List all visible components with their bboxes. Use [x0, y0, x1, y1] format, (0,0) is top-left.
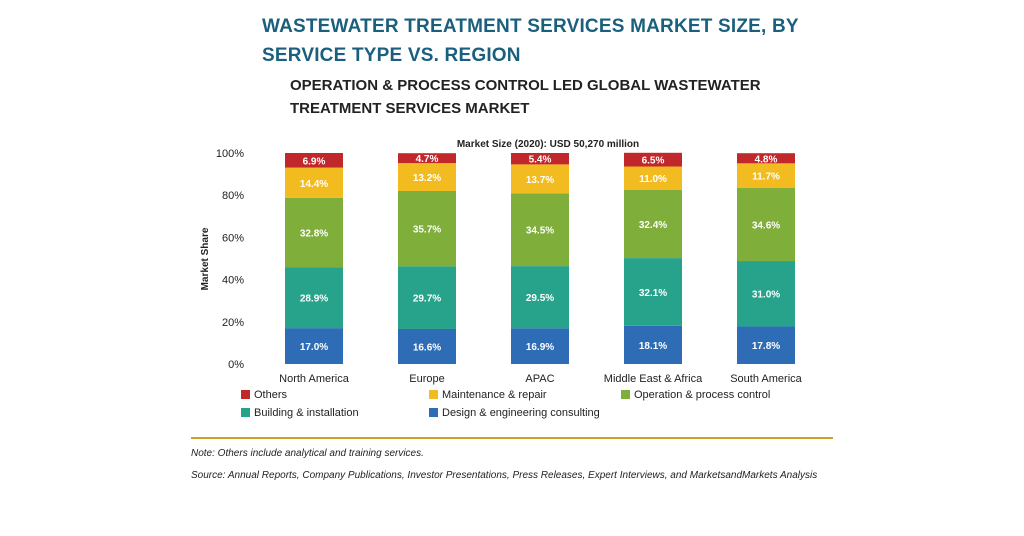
bar-segment	[398, 328, 456, 364]
bar-data-label: 17.0%	[300, 342, 328, 353]
bar-data-label: 17.8%	[752, 341, 780, 352]
bar-data-label: 35.7%	[413, 225, 441, 236]
bar-segment	[624, 152, 682, 167]
bar-segment	[511, 153, 569, 165]
y-tick-label: 40%	[222, 275, 244, 287]
bar-data-label: 18.1%	[639, 341, 667, 352]
bar-segment	[398, 153, 456, 164]
bar-segment	[398, 266, 456, 329]
bar-segment	[737, 261, 795, 327]
legend-label: Maintenance & repair	[442, 389, 547, 401]
legend-label: Others	[254, 389, 288, 401]
bar-segment	[737, 163, 795, 189]
y-axis-ticks: 0% 20% 40% 60% 80% 100%	[216, 148, 244, 371]
bar-data-label: 32.8%	[300, 229, 328, 240]
chart-legend: Others Maintenance & repair Operation & pr…	[241, 389, 770, 419]
bar-data-label: 29.7%	[413, 294, 441, 305]
bar-data-label: 5.4%	[529, 155, 552, 166]
bar-series-group: 17.0% 28.9% 32.8% 14.4% 6.9% 16.6% 29.7% 35.7% 1…	[285, 152, 795, 364]
y-tick-label: 80%	[222, 190, 244, 202]
bar-segment	[511, 164, 569, 194]
bar-segment	[511, 266, 569, 329]
bar-data-label: 4.8%	[755, 154, 778, 165]
legend-swatch	[241, 390, 250, 399]
bar-segment	[285, 153, 343, 168]
page-title: WASTEWATER TREATMENT SERVICES MARKET SIZ…	[262, 16, 799, 66]
bar-data-label: 32.4%	[639, 220, 667, 231]
bar-segment	[624, 258, 682, 326]
legend-swatch	[429, 390, 438, 399]
bar-data-label: 34.5%	[526, 226, 554, 237]
x-tick-label: South America	[730, 373, 802, 385]
bar-data-label: 6.5%	[642, 156, 665, 167]
bar-segment	[285, 267, 343, 329]
bar-data-label: 13.2%	[413, 173, 441, 184]
y-axis-label: Market Share	[200, 227, 211, 290]
source-note: Source: Annual Reports, Company Publicat…	[191, 470, 818, 481]
legend-label: Operation & process control	[634, 389, 770, 401]
bar-segment	[398, 190, 456, 267]
bar-data-label: 28.9%	[300, 294, 328, 305]
bar-data-label: 31.0%	[752, 290, 780, 301]
x-tick-label: Middle East & Africa	[604, 373, 703, 385]
bar-data-label: 29.5%	[526, 293, 554, 304]
x-tick-label: Europe	[409, 373, 444, 385]
bar-segment	[511, 193, 569, 267]
bar-data-label: 11.7%	[752, 172, 780, 183]
bar-data-label: 14.4%	[300, 179, 328, 190]
bar-segment	[285, 328, 343, 364]
bar-segment	[737, 188, 795, 262]
legend-swatch	[241, 408, 250, 417]
bar-segment	[624, 325, 682, 364]
x-tick-label: North America	[279, 373, 350, 385]
bar-segment	[285, 167, 343, 198]
chart-title: Market Size (2020): USD 50,270 million	[457, 139, 639, 150]
bar-segment	[398, 163, 456, 191]
bar-data-label: 13.7%	[526, 175, 554, 186]
legend-swatch	[429, 408, 438, 417]
y-tick-label: 60%	[222, 232, 244, 244]
page-subtitle: OPERATION & PROCESS CONTROL LED GLOBAL W…	[290, 77, 761, 117]
bar-segment	[285, 197, 343, 268]
y-tick-label: 20%	[222, 317, 244, 329]
bar-segment	[737, 326, 795, 364]
bar-data-label: 16.9%	[526, 342, 554, 353]
legend-label: Building & installation	[254, 407, 359, 419]
bar-data-label: 4.7%	[416, 154, 439, 165]
bar-segment	[624, 166, 682, 190]
bar-data-label: 16.6%	[413, 342, 441, 353]
y-tick-label: 100%	[216, 148, 244, 160]
x-tick-label: APAC	[525, 373, 554, 385]
y-tick-label: 0%	[228, 359, 244, 371]
x-axis-ticks: North America Europe APAC Middle East & Afr…	[279, 373, 802, 385]
bar-segment	[624, 189, 682, 259]
bar-segment	[511, 328, 569, 364]
bar-segment	[737, 153, 795, 164]
bar-data-label: 11.0%	[639, 174, 667, 185]
legend-label: Design & engineering consulting	[442, 407, 600, 419]
bar-data-label: 32.1%	[639, 288, 667, 299]
bar-data-label: 6.9%	[303, 156, 326, 167]
bar-data-label: 34.6%	[752, 221, 780, 232]
legend-swatch	[621, 390, 630, 399]
footnote: Note: Others include analytical and trai…	[191, 448, 424, 459]
